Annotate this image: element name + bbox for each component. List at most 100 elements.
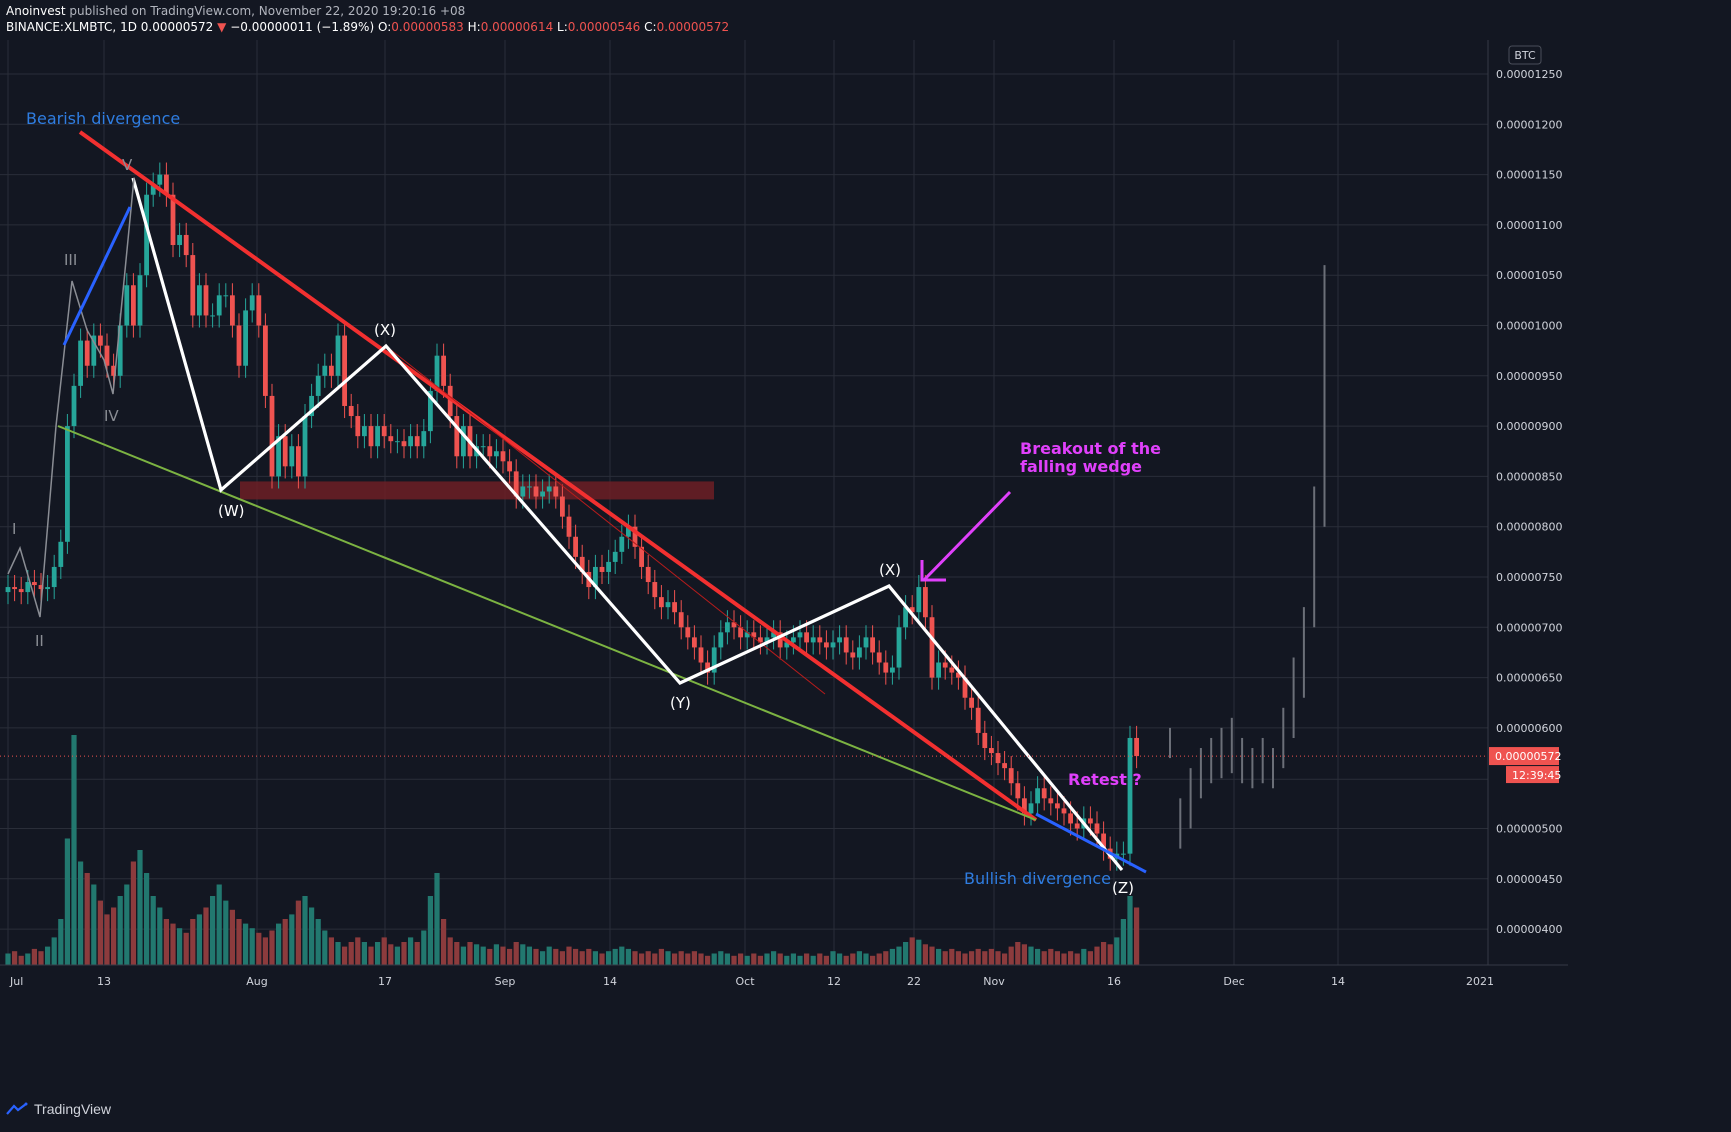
candle-body [170,194,176,246]
volume-bar [942,951,948,965]
volume-bar [216,884,222,965]
volume-bar [962,953,968,965]
candle-body [210,315,215,317]
volume-bar [777,953,783,965]
volume-bar [513,942,519,965]
time-tick-label: 12 [827,975,841,988]
candle-body [870,637,875,653]
publisher-name[interactable]: Anoinvest [6,4,66,18]
candle-body [612,551,618,562]
candle-body [962,677,968,698]
time-tick-label: 14 [1331,975,1345,988]
volume-bar [1087,951,1093,965]
candle-body [434,355,440,391]
candle-body [461,426,466,457]
time-tick-label: 17 [378,975,392,988]
volume-bar [289,914,295,965]
candle-body [632,526,638,547]
candle-body [1127,737,1133,854]
candle-body [381,426,387,437]
low-label: L: [557,20,568,34]
candle-body [1035,788,1040,804]
volume-bar [804,953,810,965]
candle-body [131,285,136,326]
wave-label: (W) [218,502,245,520]
breakout-label-line1: Breakout of the [1020,439,1161,458]
volume-bar [243,923,249,965]
volume-bar [381,937,387,965]
candle-body [1008,768,1014,784]
volume-bar [460,946,466,965]
volume-bar [553,948,559,965]
candle-body [949,667,955,673]
volume-bar [282,919,288,965]
candle-body [91,335,97,366]
volume-bar [672,953,678,965]
volume-bar [698,953,704,965]
volume-bar [757,955,763,965]
candle-body [1101,833,1106,849]
candle-body [546,486,552,492]
candle-body [1068,813,1073,824]
annotation-labels: Bearish divergence Bullish divergence Brea… [12,109,1161,897]
candle-body [408,436,413,447]
time-axis: Jul 13 Aug 17 Sep 14 Oct 12 22 Nov 16 Dec 14 2021 [0,964,1568,988]
candle-body [890,667,895,673]
candle-body [98,335,103,346]
volume-bar [738,953,744,965]
volume-bar [302,896,308,965]
volume-bar [507,948,513,965]
candle-body [982,732,988,749]
candle-body [322,365,328,376]
candle-body [177,234,182,246]
published-info: published on TradingView.com, November 2… [69,4,466,18]
candle-body [111,365,116,376]
candle-body [923,587,928,618]
candle-body [236,325,242,366]
volume-bar [18,955,24,965]
candle-body [665,602,671,608]
volume-bar [236,919,242,965]
candle-body [711,647,717,673]
candle-body [428,390,433,432]
volume-bar [586,948,592,965]
close-label: C: [644,20,657,34]
close-value: 0.00000572 [656,20,730,34]
volume-bar [84,873,90,965]
volume-bar [764,953,770,965]
candle-body [797,632,803,638]
price-tick-label: 0.00001250 [1496,68,1562,81]
volume-bar [124,884,130,965]
volume-bar [784,955,790,965]
bullish-divergence-label: Bullish divergence [964,869,1111,888]
candle-body [672,602,677,613]
volume-bar [810,955,816,965]
wave-label: II [35,632,44,650]
price-tick-label: 0.00001100 [1496,219,1562,232]
candle-body [817,637,823,643]
volume-bar [12,951,18,965]
price-tick-label: 0.00000600 [1496,722,1562,735]
volume-bars [5,735,1140,965]
candle-body [520,486,526,497]
volume-bar [718,951,724,965]
volume-bar [203,907,209,965]
candle-body [513,471,519,497]
candle-body [678,612,684,628]
volume-bar [348,942,354,965]
volume-bar [342,946,348,965]
volume-bar [797,955,803,965]
volume-bar [1054,951,1060,965]
volume-bar [652,953,658,965]
volume-bar [632,951,638,965]
volume-bar [1134,907,1140,965]
wave-label: (Z) [1112,879,1134,897]
volume-bar [724,953,730,965]
candle-body [32,582,37,586]
candle-body [698,647,704,663]
time-tick-label: Jul [9,975,23,988]
price-tick-label: 0.00000700 [1496,621,1562,634]
footer-brand[interactable]: TradingView [34,1101,112,1117]
candle-body [269,395,275,477]
